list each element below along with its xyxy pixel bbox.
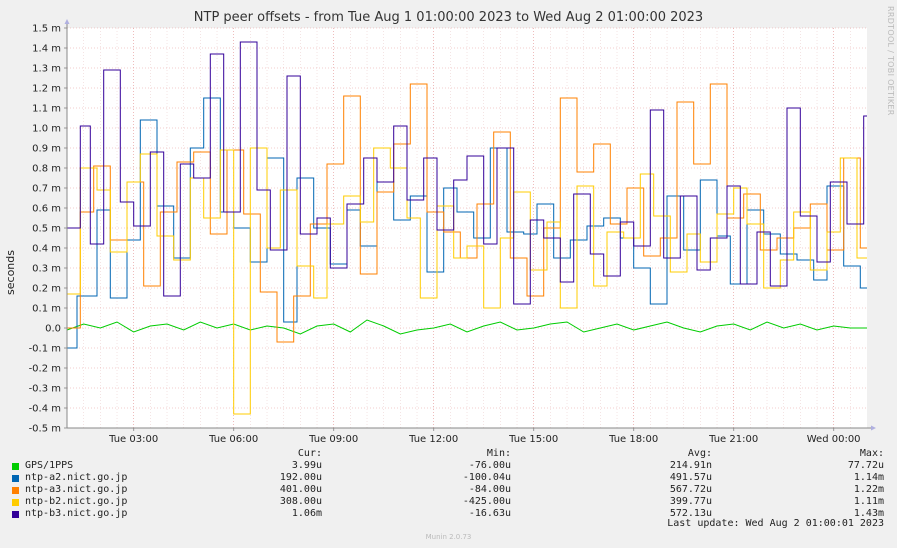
legend-max-value: 77.72u (847, 460, 884, 471)
legend-min-value: -16.63u (468, 508, 511, 519)
munin-version: Munin 2.0.73 (425, 533, 472, 541)
legend-max-value: 1.22m (853, 484, 884, 495)
legend-series-name: ntp-a2.nict.go.jp (25, 472, 128, 483)
y-tick-labels: -0.5 m -0.4 m -0.3 m -0.2 m -0.1 m 0.0 0.1 m 0.… (29, 24, 61, 435)
series-lines (66, 41, 867, 415)
legend-header-cur: Cur: (297, 448, 322, 459)
legend-cur-value: 401.00u (279, 484, 322, 495)
legend-row: ntp-a2.nict.go.jp 192.00u -100.04u 491.5… (12, 472, 884, 485)
legend-series-name: GPS/1PPS (25, 460, 74, 471)
x-axis-arrow (871, 425, 876, 431)
legend-min-value: -76.00u (468, 460, 511, 471)
legend-header-avg: Avg: (687, 448, 712, 459)
rrdtool-watermark: RRDTOOL / TOBI OETIKER (886, 6, 895, 116)
y-tick-label: -0.2 m (29, 364, 61, 375)
x-tick-label: Tue 18:00 (608, 434, 658, 445)
y-tick-label: 0.7 m (32, 184, 61, 195)
legend-row: ntp-a3.nict.go.jp 401.00u -84.00u 567.72… (12, 484, 884, 497)
legend-min-value: -84.00u (468, 484, 511, 495)
legend-swatch (12, 511, 19, 518)
legend-avg-value: 214.91n (669, 460, 712, 471)
y-tick-label: -0.1 m (29, 344, 61, 355)
legend-swatch (12, 487, 19, 494)
legend-series-name: ntp-a3.nict.go.jp (25, 484, 128, 495)
legend-max-value: 1.14m (853, 472, 884, 483)
y-tick-label: 1.3 m (32, 64, 61, 75)
legend-avg-value: 567.72u (669, 484, 712, 495)
axes (64, 19, 876, 431)
last-update: Last update: Wed Aug 2 01:00:01 2023 (667, 518, 884, 529)
x-tick-label: Tue 03:00 (108, 434, 158, 445)
legend-cur-value: 192.00u (279, 472, 322, 483)
y-tick-label: -0.4 m (29, 404, 61, 415)
legend-header-max: Max: (859, 448, 884, 459)
y-tick-label: 0.3 m (32, 264, 61, 275)
series-line (67, 83, 867, 343)
legend-avg-value: 399.77u (669, 496, 712, 507)
chart-title: NTP peer offsets - from Tue Aug 1 01:00:… (193, 10, 704, 25)
y-tick-label: 1.2 m (32, 84, 61, 95)
y-tick-label: 1.4 m (32, 44, 61, 55)
y-tick-label: 1.1 m (32, 104, 61, 115)
legend-avg-value: 491.57u (669, 472, 712, 483)
legend-header-min: Min: (486, 448, 511, 459)
x-tick-label: Tue 09:00 (308, 434, 358, 445)
legend-row: ntp-b2.nict.go.jp 308.00u -425.00u 399.7… (12, 496, 884, 509)
legend-max-value: 1.11m (853, 496, 884, 507)
legend-swatch (12, 463, 19, 470)
y-tick-label: 0.4 m (32, 244, 61, 255)
legend-avg-value: 572.13u (669, 508, 712, 519)
legend-series-name: ntp-b2.nict.go.jp (25, 496, 128, 507)
series-line (66, 319, 867, 335)
legend-row: GPS/1PPS 3.99u -76.00u 214.91n 77.72u (12, 460, 884, 473)
y-axis-arrow (64, 19, 70, 24)
y-axis-label: seconds (4, 250, 17, 295)
legend-min-value: -100.04u (462, 472, 511, 483)
legend-cur-value: 308.00u (279, 496, 322, 507)
x-tick-label: Tue 12:00 (408, 434, 458, 445)
legend-swatch (12, 475, 19, 482)
y-tick-label: 0.0 (45, 324, 61, 335)
x-tick-labels: Tue 03:00 Tue 06:00 Tue 09:00 Tue 12:00 Tue … (108, 434, 860, 445)
legend-header-row: Cur: Min: Avg: Max: (12, 448, 884, 461)
y-tick-label: 1.5 m (32, 24, 61, 35)
series-line (67, 41, 867, 305)
grid (67, 27, 867, 429)
legend-row: ntp-b3.nict.go.jp 1.06m -16.63u 572.13u … (12, 508, 884, 521)
y-tick-label: 0.5 m (32, 224, 61, 235)
x-tick-label: Tue 21:00 (708, 434, 758, 445)
y-tick-label: -0.5 m (29, 424, 61, 435)
legend-swatch (12, 499, 19, 506)
series-line (67, 147, 867, 415)
y-tick-label: 0.6 m (32, 204, 61, 215)
x-tick-label: Tue 15:00 (508, 434, 558, 445)
x-tick-label: Tue 06:00 (208, 434, 258, 445)
y-tick-label: 0.1 m (32, 304, 61, 315)
y-tick-label: -0.3 m (29, 384, 61, 395)
y-tick-label: 0.9 m (32, 144, 61, 155)
x-tick-label: Wed 00:00 (807, 434, 861, 445)
series-line (67, 97, 867, 349)
y-tick-label: 1.0 m (32, 124, 61, 135)
legend-max-value: 1.43m (853, 508, 884, 519)
y-tick-label: 0.8 m (32, 164, 61, 175)
legend-cur-value: 3.99u (291, 460, 322, 471)
legend-cur-value: 1.06m (291, 508, 322, 519)
y-tick-label: 0.2 m (32, 284, 61, 295)
legend-series-name: ntp-b3.nict.go.jp (25, 508, 128, 519)
legend-min-value: -425.00u (462, 496, 511, 507)
